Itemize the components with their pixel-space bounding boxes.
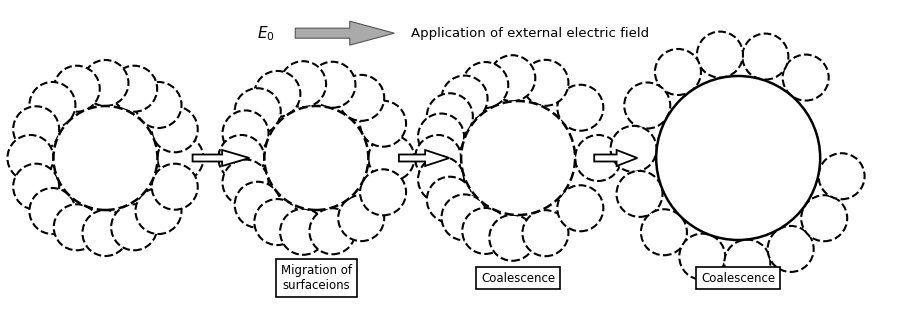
Circle shape	[743, 33, 789, 80]
Circle shape	[136, 82, 182, 128]
Circle shape	[235, 182, 281, 228]
Circle shape	[641, 209, 687, 255]
Circle shape	[309, 62, 356, 108]
Circle shape	[611, 126, 657, 172]
Circle shape	[29, 188, 75, 234]
Circle shape	[136, 188, 182, 234]
Circle shape	[151, 106, 198, 152]
Circle shape	[523, 60, 569, 106]
Circle shape	[264, 106, 369, 210]
Circle shape	[523, 210, 569, 256]
Circle shape	[783, 55, 829, 100]
Circle shape	[223, 160, 269, 206]
Polygon shape	[295, 21, 394, 45]
Circle shape	[426, 93, 473, 139]
Circle shape	[338, 195, 384, 241]
Circle shape	[54, 66, 100, 112]
Circle shape	[558, 85, 603, 131]
Circle shape	[768, 226, 813, 272]
Circle shape	[461, 101, 575, 215]
Circle shape	[309, 208, 356, 254]
Circle shape	[111, 204, 157, 250]
Circle shape	[616, 171, 662, 217]
Circle shape	[338, 75, 384, 121]
Circle shape	[655, 49, 701, 95]
Circle shape	[657, 76, 820, 240]
Circle shape	[53, 106, 158, 210]
Circle shape	[29, 82, 75, 128]
Circle shape	[426, 177, 473, 223]
Circle shape	[83, 60, 128, 106]
Circle shape	[360, 169, 406, 215]
Circle shape	[819, 153, 865, 199]
Text: Application of external electric field: Application of external electric field	[412, 27, 649, 40]
Circle shape	[54, 204, 100, 250]
Circle shape	[679, 234, 725, 280]
Text: Coalescence: Coalescence	[702, 271, 775, 285]
Circle shape	[490, 215, 536, 261]
Text: $E_0$: $E_0$	[258, 24, 275, 43]
Circle shape	[369, 135, 414, 181]
Circle shape	[801, 195, 847, 241]
Circle shape	[254, 199, 301, 245]
Circle shape	[558, 185, 603, 231]
Circle shape	[111, 66, 157, 112]
Circle shape	[218, 135, 264, 181]
Circle shape	[13, 106, 60, 152]
Circle shape	[724, 240, 770, 286]
Circle shape	[254, 71, 301, 117]
Circle shape	[360, 101, 406, 147]
Circle shape	[415, 135, 461, 181]
Circle shape	[223, 110, 269, 156]
Text: Coalescence: Coalescence	[481, 271, 555, 285]
Text: Migration of
surfaceions: Migration of surfaceions	[281, 264, 352, 292]
Circle shape	[442, 76, 488, 122]
Circle shape	[442, 194, 488, 240]
Circle shape	[151, 164, 198, 210]
Circle shape	[158, 135, 204, 181]
Polygon shape	[594, 150, 637, 166]
Circle shape	[697, 32, 743, 78]
Circle shape	[235, 88, 281, 134]
Polygon shape	[193, 150, 249, 166]
Circle shape	[418, 156, 464, 203]
Circle shape	[462, 62, 508, 108]
Circle shape	[280, 209, 326, 255]
Circle shape	[83, 210, 128, 256]
Circle shape	[624, 82, 670, 129]
Polygon shape	[399, 150, 449, 166]
Circle shape	[13, 164, 60, 210]
Circle shape	[280, 61, 326, 107]
Circle shape	[462, 208, 508, 254]
Circle shape	[490, 55, 536, 101]
Circle shape	[575, 135, 621, 181]
Circle shape	[7, 135, 53, 181]
Circle shape	[418, 113, 464, 160]
